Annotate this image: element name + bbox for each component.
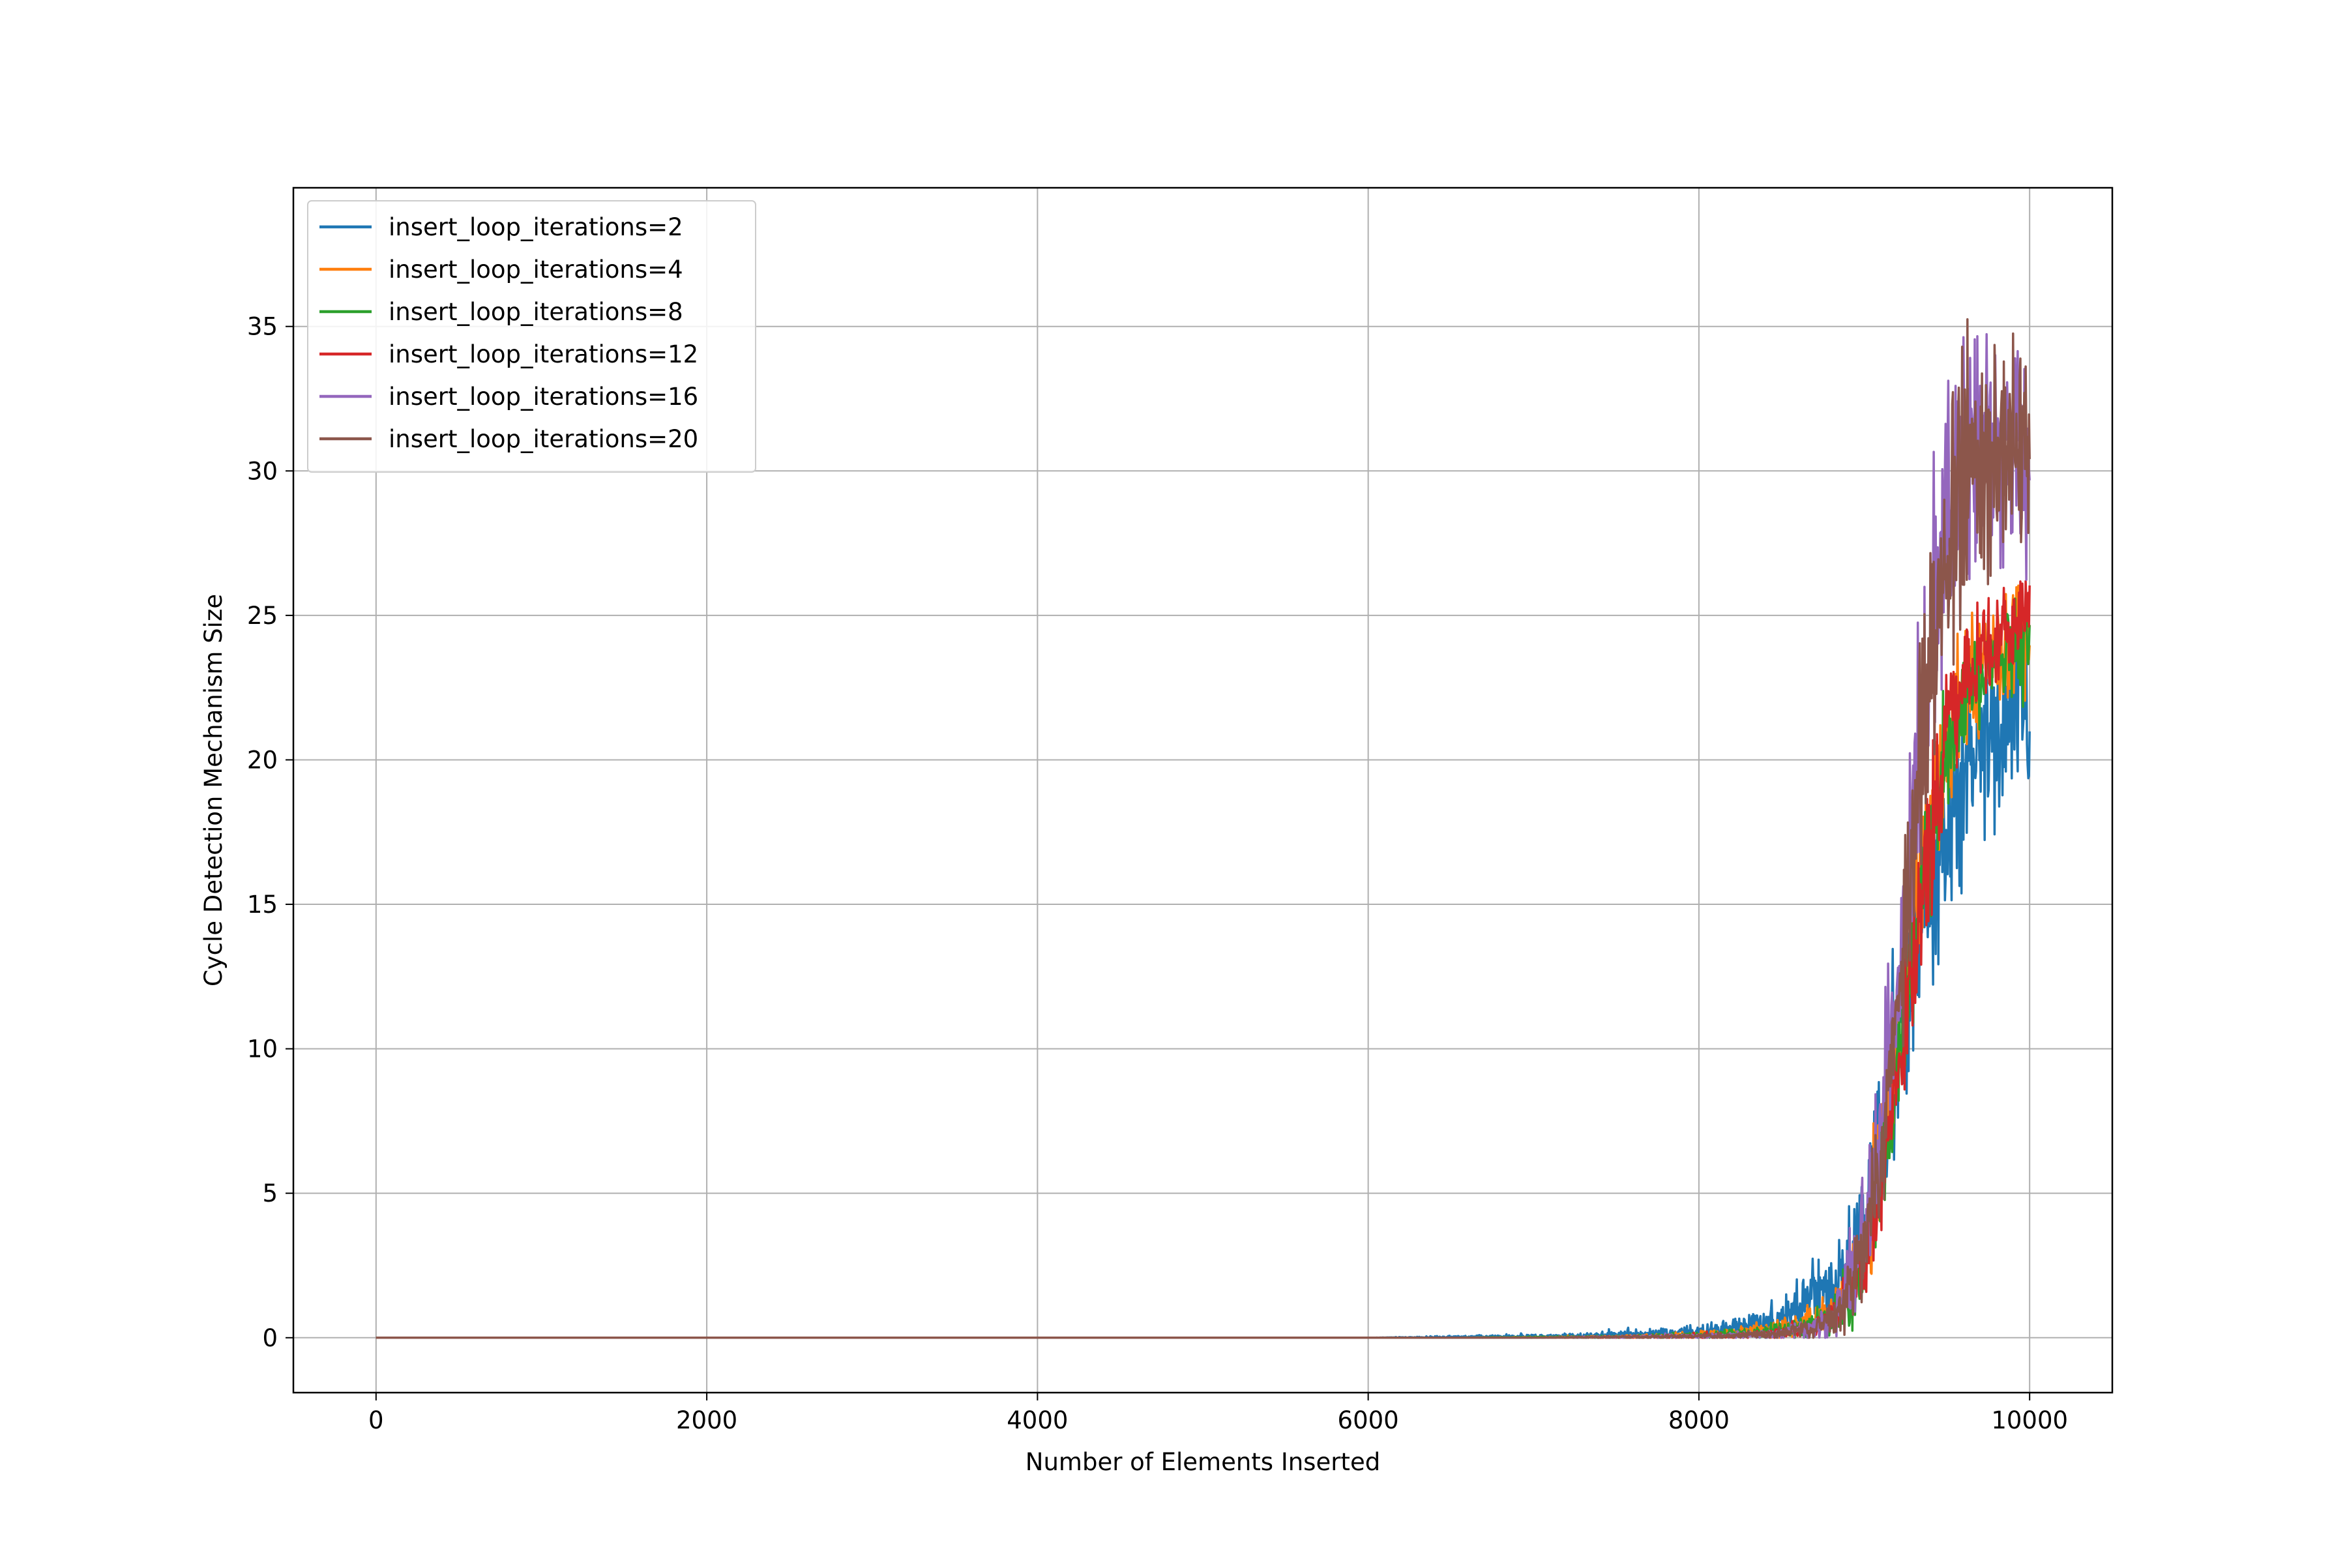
x-tick-label: 8000 bbox=[1668, 1406, 1730, 1434]
x-tick-label: 10000 bbox=[1991, 1406, 2068, 1434]
legend-label: insert_loop_iterations=8 bbox=[389, 298, 683, 326]
x-tick-label: 4000 bbox=[1007, 1406, 1068, 1434]
legend-box bbox=[307, 200, 756, 473]
x-tick-label: 2000 bbox=[676, 1406, 737, 1434]
y-tick-label: 25 bbox=[247, 602, 278, 630]
y-tick-label: 10 bbox=[247, 1035, 278, 1063]
legend-label: insert_loop_iterations=12 bbox=[389, 340, 698, 368]
y-tick-label: 5 bbox=[262, 1179, 278, 1207]
y-tick-label: 35 bbox=[247, 313, 278, 341]
legend: insert_loop_iterations=2 insert_loop_iter… bbox=[307, 200, 756, 473]
series-lines bbox=[376, 318, 2031, 1339]
x-tick-label: 0 bbox=[368, 1406, 384, 1434]
y-tick-label: 15 bbox=[247, 891, 278, 919]
y-tick-label: 0 bbox=[262, 1324, 278, 1352]
plot-frame bbox=[292, 186, 2114, 1394]
y-axis-label: Cycle Detection Mechanism Size bbox=[199, 594, 228, 986]
legend-label: insert_loop_iterations=2 bbox=[389, 213, 683, 241]
y-tick-label: 30 bbox=[247, 457, 278, 485]
x-tick-label: 6000 bbox=[1338, 1406, 1399, 1434]
legend-label: insert_loop_iterations=20 bbox=[389, 425, 698, 453]
legend-label: insert_loop_iterations=16 bbox=[389, 383, 698, 411]
legend-label: insert_loop_iterations=4 bbox=[389, 256, 683, 284]
y-tick-label: 20 bbox=[247, 746, 278, 774]
y-axis-ticks: 0 5 10 15 20 25 30 35 bbox=[247, 313, 293, 1352]
x-axis-label: Number of Elements Inserted bbox=[1026, 1448, 1380, 1476]
x-axis-ticks: 0 2000 4000 6000 8000 10000 bbox=[368, 1393, 2068, 1434]
series-line-6 bbox=[376, 318, 2031, 1339]
